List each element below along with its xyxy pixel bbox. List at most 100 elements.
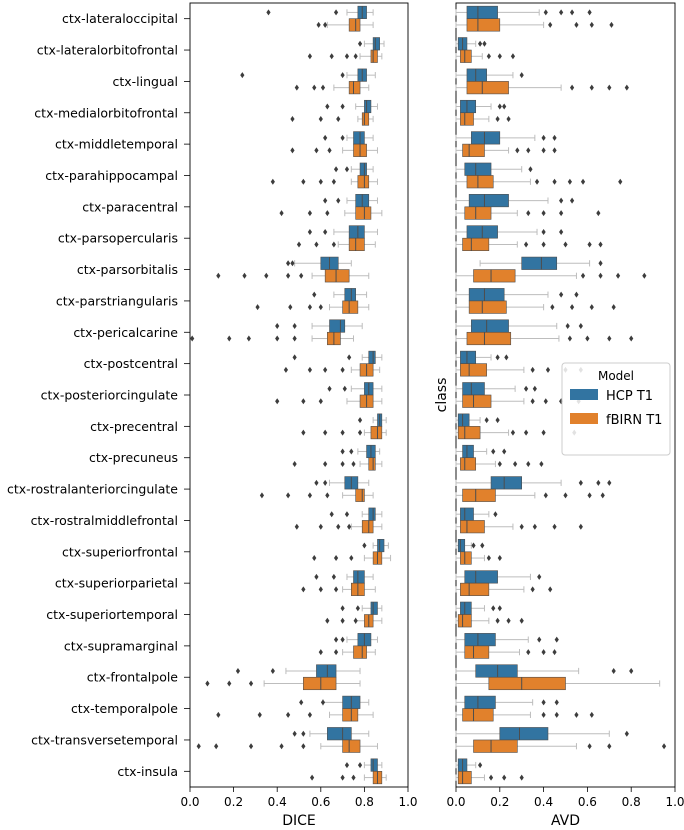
- outlier-point: [312, 555, 317, 562]
- legend-label-hcp: HCP T1: [606, 389, 653, 404]
- box-hcp: [333, 162, 374, 176]
- outlier-point: [290, 147, 295, 154]
- iqr-box: [462, 394, 492, 408]
- box-hcp: [455, 727, 629, 741]
- outlier-point: [296, 241, 302, 248]
- box-fbirn: [255, 300, 370, 314]
- box-fbirn: [455, 614, 524, 628]
- outlier-point: [548, 21, 553, 28]
- box-hcp: [455, 350, 509, 364]
- outlier-point: [624, 730, 629, 737]
- outlier-point: [344, 53, 350, 60]
- iqr-box: [370, 601, 378, 615]
- iqr-box: [460, 601, 472, 615]
- iqr-box: [462, 237, 490, 251]
- outlier-point: [290, 260, 295, 267]
- iqr-box: [473, 269, 516, 283]
- outlier-point: [259, 492, 265, 499]
- outlier-point: [526, 147, 531, 154]
- outlier-point: [569, 9, 575, 16]
- box-hcp: [325, 99, 378, 114]
- box-fbirn: [455, 269, 647, 283]
- outlier-point: [497, 605, 502, 612]
- outlier-point: [314, 573, 319, 580]
- outlier-point: [294, 523, 299, 530]
- outlier-point: [543, 492, 548, 499]
- outlier-point: [495, 354, 500, 361]
- iqr-box: [462, 382, 485, 396]
- iqr-box: [460, 112, 474, 126]
- box-hcp: [235, 664, 361, 678]
- outlier-point: [340, 72, 345, 79]
- box-hcp: [292, 727, 370, 741]
- box-fbirn: [455, 331, 634, 346]
- outlier-point: [541, 241, 546, 248]
- outlier-point: [205, 680, 210, 687]
- outlier-point: [323, 460, 328, 467]
- outlier-point: [554, 711, 559, 718]
- outlier-point: [510, 53, 516, 60]
- box-fbirn: [455, 520, 583, 534]
- outlier-point: [333, 586, 339, 593]
- box-fbirn: [455, 49, 516, 63]
- x-tick-label: 0.4: [268, 795, 287, 809]
- outlier-point: [257, 711, 262, 718]
- box-hcp: [314, 570, 374, 584]
- iqr-box: [464, 570, 498, 584]
- outlier-point: [596, 210, 601, 217]
- outlier-point: [519, 617, 524, 624]
- outlier-point: [587, 9, 592, 16]
- outlier-point: [574, 711, 579, 718]
- box-hcp: [286, 256, 352, 270]
- outlier-point: [333, 636, 339, 643]
- plot-frame: [189, 2, 409, 788]
- category-label: ctx-superiortemporal: [46, 607, 178, 622]
- iqr-box: [368, 350, 376, 364]
- iqr-box: [462, 708, 494, 722]
- outlier-point: [351, 460, 356, 467]
- category-label: ctx-temporalpole: [71, 701, 178, 716]
- box-hcp: [455, 225, 564, 239]
- outlier-point: [320, 84, 326, 91]
- outlier-point: [504, 354, 509, 361]
- category-label: ctx-precuneus: [89, 450, 178, 465]
- outlier-point: [286, 711, 291, 718]
- outlier-point: [607, 84, 612, 91]
- x-axis-label: DICE: [282, 813, 316, 829]
- outlier-point: [318, 304, 323, 311]
- box-fbirn: [455, 457, 544, 471]
- outlier-point: [661, 743, 667, 750]
- x-tick-label: 0.8: [355, 795, 374, 809]
- category-label: ctx-lateralorbitofrontal: [37, 43, 178, 58]
- outlier-point: [340, 429, 345, 436]
- iqr-box: [377, 538, 385, 553]
- iqr-box: [464, 633, 496, 647]
- outlier-point: [530, 398, 535, 405]
- category-label: ctx-rostralanteriorcingulate: [7, 482, 178, 497]
- outlier-point: [190, 335, 195, 342]
- outlier-point: [523, 429, 529, 436]
- box-hcp: [455, 664, 634, 678]
- outlier-point: [589, 711, 594, 718]
- outlier-point: [357, 762, 363, 769]
- outlier-point: [327, 385, 332, 392]
- outlier-point: [318, 178, 323, 185]
- iqr-box: [370, 49, 378, 63]
- box-hcp: [455, 601, 502, 615]
- box-hcp: [299, 695, 370, 709]
- box-hcp: [455, 131, 557, 145]
- outlier-point: [275, 335, 280, 342]
- outlier-point: [307, 210, 312, 217]
- iqr-box: [466, 331, 512, 346]
- outlier-point: [355, 605, 360, 612]
- box-hcp: [314, 476, 370, 490]
- box-fbirn: [455, 175, 623, 189]
- outlier-point: [550, 304, 555, 311]
- iqr-box: [460, 520, 485, 534]
- outlier-point: [323, 429, 328, 436]
- outlier-point: [548, 586, 553, 593]
- outlier-point: [585, 335, 590, 342]
- outlier-point: [318, 398, 323, 405]
- box-fbirn: [301, 426, 387, 440]
- box-fbirn: [318, 645, 376, 659]
